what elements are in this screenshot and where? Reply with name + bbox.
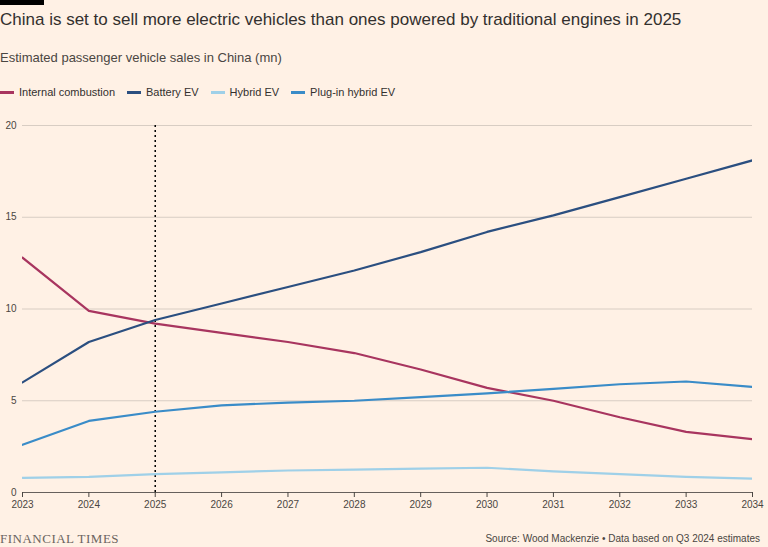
svg-text:5: 5 <box>11 395 17 406</box>
html-text:Estimated passenger vehicle sa: Estimated passenger vehicle sales in Chi… <box>0 50 282 65</box>
svg-text:20: 20 <box>5 120 17 131</box>
html-text:Internal combustion: Internal combustion <box>19 86 115 98</box>
svg-text:2029: 2029 <box>410 499 433 510</box>
svg-text:2024: 2024 <box>78 499 101 510</box>
svg-text:2026: 2026 <box>210 499 233 510</box>
svg-text:2030: 2030 <box>476 499 499 510</box>
svg-text:15: 15 <box>5 211 17 222</box>
html-text:Hybrid EV: Hybrid EV <box>229 86 280 98</box>
svg-text:2025: 2025 <box>144 499 167 510</box>
html-text:Battery EV: Battery EV <box>146 86 199 98</box>
svg-text:2028: 2028 <box>343 499 366 510</box>
html-text:Source: Wood Mackenzie • Data: Source: Wood Mackenzie • Data based on Q… <box>485 533 760 544</box>
svg-text:2023: 2023 <box>11 499 34 510</box>
html-text:FINANCIAL TIMES: FINANCIAL TIMES <box>0 531 120 546</box>
html-text:Plug-in hybrid EV: Plug-in hybrid EV <box>310 86 396 98</box>
svg-text:2034: 2034 <box>741 499 764 510</box>
svg-text:2027: 2027 <box>277 499 300 510</box>
svg-text:10: 10 <box>5 303 17 314</box>
svg-text:2032: 2032 <box>609 499 632 510</box>
svg-text:2033: 2033 <box>675 499 698 510</box>
html-text:China is set to sell more elec: China is set to sell more electric vehic… <box>0 10 682 29</box>
svg-text:0: 0 <box>11 487 17 498</box>
svg-text:2031: 2031 <box>542 499 565 510</box>
